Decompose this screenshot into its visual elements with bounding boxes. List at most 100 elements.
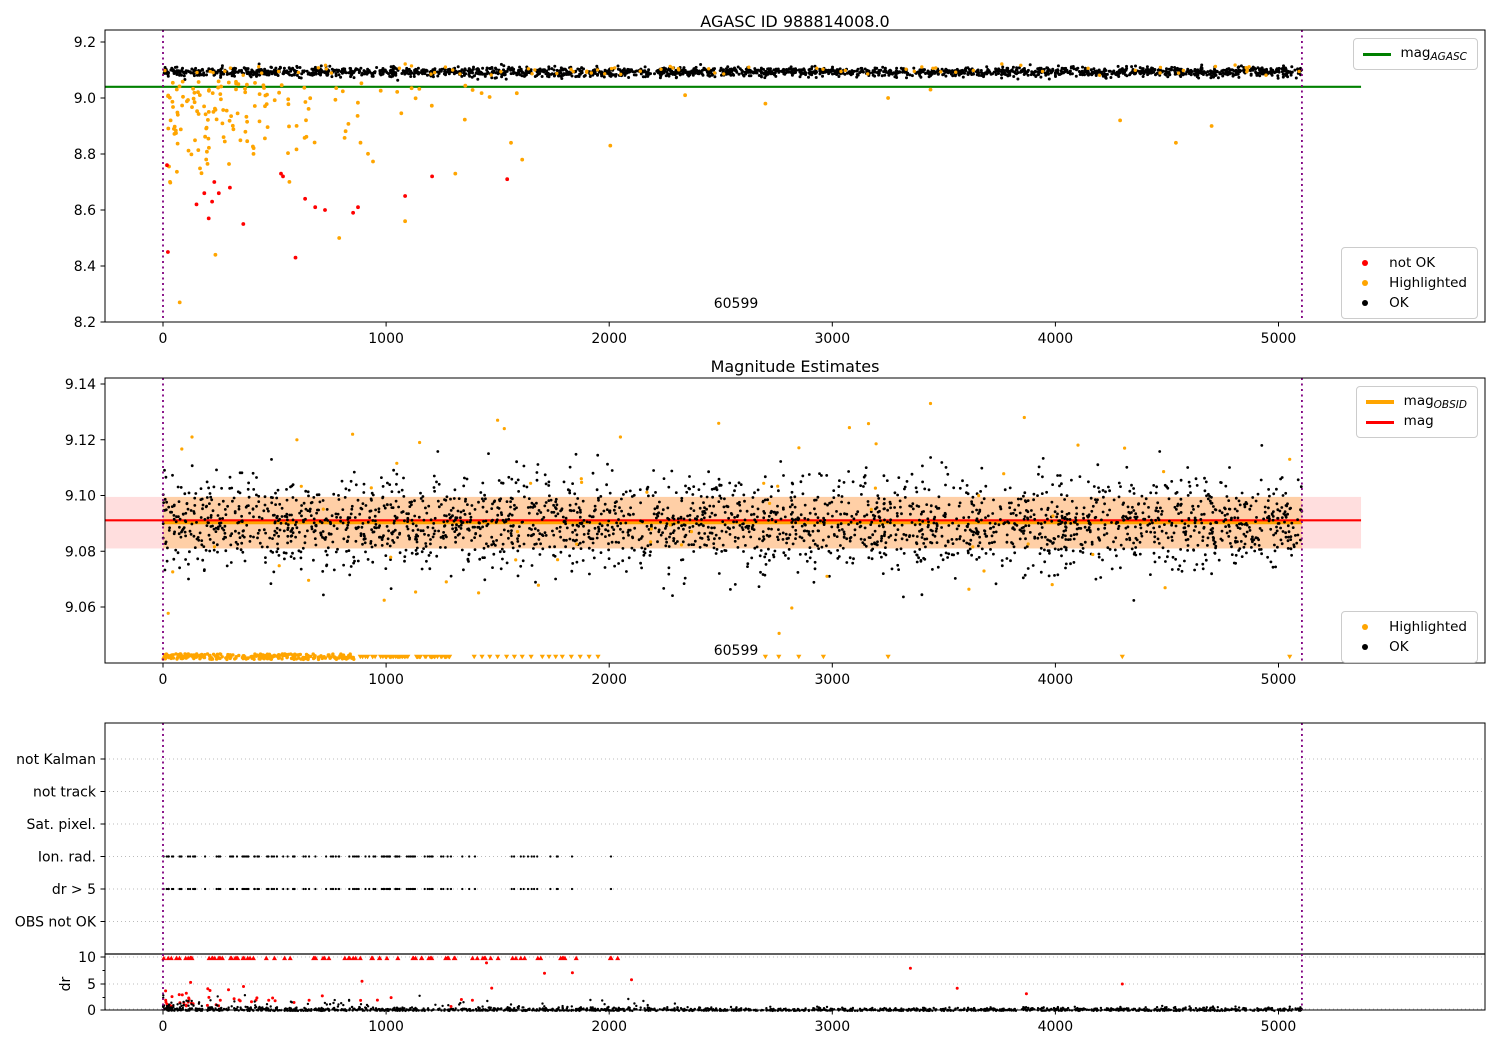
axes-frame [104, 377, 1486, 664]
flag-row-label: OBS not OK [15, 915, 97, 931]
legend-label: Highlighted [1389, 619, 1467, 635]
x-tick-label: 0 [159, 672, 168, 688]
legend-point-status: not OK Highlighted OK [1341, 247, 1478, 319]
series-highlighted-bottom-band [161, 652, 356, 662]
dot-swatch-icon [1362, 624, 1369, 630]
dr-axis-label: dr [58, 976, 74, 991]
legend-label: magAGASC [1401, 45, 1468, 63]
series-highlighted-top [190, 401, 1292, 461]
legend-item: Highlighted [1350, 273, 1467, 293]
series-dr-not-ok [164, 979, 494, 1008]
legend-label: Highlighted [1389, 275, 1467, 291]
x-tick-label: 3000 [814, 331, 850, 347]
legend-item: not OK [1350, 253, 1467, 273]
flag-row-label: not Kalman [16, 752, 96, 768]
ok-dot-swatch [1350, 644, 1380, 650]
x-tick-label: 5000 [1261, 1019, 1297, 1035]
y-tick-label: 8.2 [74, 315, 96, 331]
flag-row-label: Sat. pixel. [27, 817, 96, 833]
x-tick-label: 4000 [1038, 331, 1074, 347]
legend-item: OK [1350, 293, 1467, 313]
series-highlighted-clipped-dense [357, 654, 453, 660]
y-tick-label: 8.4 [74, 259, 96, 275]
y-tick-label: 9.08 [65, 544, 96, 560]
series-flag-points [162, 855, 613, 891]
panel-mag-estimates: 0 1000 2000 3000 4000 5000 9.14 9.12 9.10 9.08 9.0… [65, 377, 1486, 688]
series-highlighted-in-band [163, 62, 1301, 77]
not-ok-dot-swatch [1350, 260, 1380, 266]
legend-mag-agasc: magAGASC [1352, 38, 1478, 70]
series-highlighted-clipped-sparse [471, 654, 1293, 660]
y-tick-label: 9.12 [65, 433, 96, 449]
panel1-title: AGASC ID 988814008.0 [700, 12, 890, 31]
dr-tick-label: 10 [78, 950, 96, 966]
x-tick-label: 1000 [368, 672, 404, 688]
mag-obsid-line-swatch [1365, 400, 1395, 404]
flag-row-label: not track [33, 785, 97, 801]
series-ok [161, 444, 1304, 602]
x-tick-label: 3000 [814, 672, 850, 688]
ok-dot-swatch [1350, 300, 1380, 306]
legend-label: OK [1389, 295, 1409, 311]
legend-item: magAGASC [1362, 44, 1468, 64]
series-dr-not-ok-extra [485, 961, 1124, 996]
y-tick-label: 9.2 [74, 35, 96, 51]
line-swatch-icon [1365, 400, 1394, 404]
legend-label-sub: AGASC [1430, 51, 1468, 63]
x-tick-label: 4000 [1038, 672, 1074, 688]
highlighted-dot-swatch [1350, 280, 1380, 286]
dot-swatch-icon [1362, 260, 1369, 266]
x-tick-label: 2000 [591, 1019, 627, 1035]
panel1-obsid-annotation: 60599 [713, 296, 759, 312]
dot-swatch-icon [1362, 644, 1369, 650]
legend-item: magOBSID [1365, 392, 1467, 412]
legend-label: magOBSID [1404, 393, 1467, 411]
legend-label-main: mag [1403, 393, 1434, 409]
legend-item: mag [1365, 412, 1467, 432]
y-tick-label: 9.14 [65, 377, 96, 393]
y-tick-label: 9.10 [65, 489, 96, 505]
x-tick-label: 5000 [1261, 672, 1297, 688]
y-tick-label: 8.8 [74, 147, 96, 163]
highlighted-dot-swatch [1350, 624, 1380, 630]
flag-row-label: dr > 5 [52, 882, 96, 898]
line-swatch-icon [1362, 52, 1391, 56]
legend-label-sub: OBSID [1433, 399, 1467, 411]
x-tick-label: 3000 [814, 1019, 850, 1035]
x-tick-label: 1000 [368, 1019, 404, 1035]
series-highlighted-faint [166, 79, 519, 185]
flag-row-label: Ion. rad. [38, 850, 96, 866]
legend-label: mag [1404, 413, 1434, 431]
legend-item: OK [1350, 637, 1467, 657]
y-tick-label: 9.0 [74, 91, 96, 107]
dot-swatch-icon [1362, 280, 1369, 286]
y-tick-label: 8.6 [74, 203, 96, 219]
panel-mag-history: 0 1000 2000 3000 4000 5000 9.2 9.0 8.8 8.6 8.4 8.2 [74, 29, 1486, 347]
series-dr-clipped-high [161, 955, 621, 961]
dr-tick-label: 0 [87, 1003, 96, 1019]
x-tick-label: 0 [159, 331, 168, 347]
x-tick-label: 2000 [591, 672, 627, 688]
dr-tick-label: 5 [87, 977, 96, 993]
legend-mag-lines: magOBSID mag [1355, 386, 1478, 438]
panel2-title: Magnitude Estimates [710, 357, 880, 376]
panel2-obsid-annotation: 60599 [713, 643, 759, 659]
axes-frame [104, 722, 1486, 1011]
x-tick-label: 2000 [591, 331, 627, 347]
legend-estimates-status: Highlighted OK [1341, 611, 1478, 663]
x-tick-label: 0 [159, 1019, 168, 1035]
legend-label: OK [1389, 639, 1409, 655]
legend-label: not OK [1389, 255, 1436, 271]
y-tick-label: 9.06 [65, 600, 96, 616]
legend-item: Highlighted [1350, 617, 1467, 637]
legend-label-main: mag [1403, 413, 1434, 429]
legend-label-main: mag [1400, 45, 1431, 61]
mag-agasc-line-swatch [1362, 52, 1392, 56]
series-not-ok [165, 163, 510, 260]
x-tick-label: 4000 [1038, 1019, 1074, 1035]
x-tick-label: 1000 [368, 331, 404, 347]
axes-frame [104, 29, 1486, 323]
dot-swatch-icon [1362, 300, 1369, 306]
